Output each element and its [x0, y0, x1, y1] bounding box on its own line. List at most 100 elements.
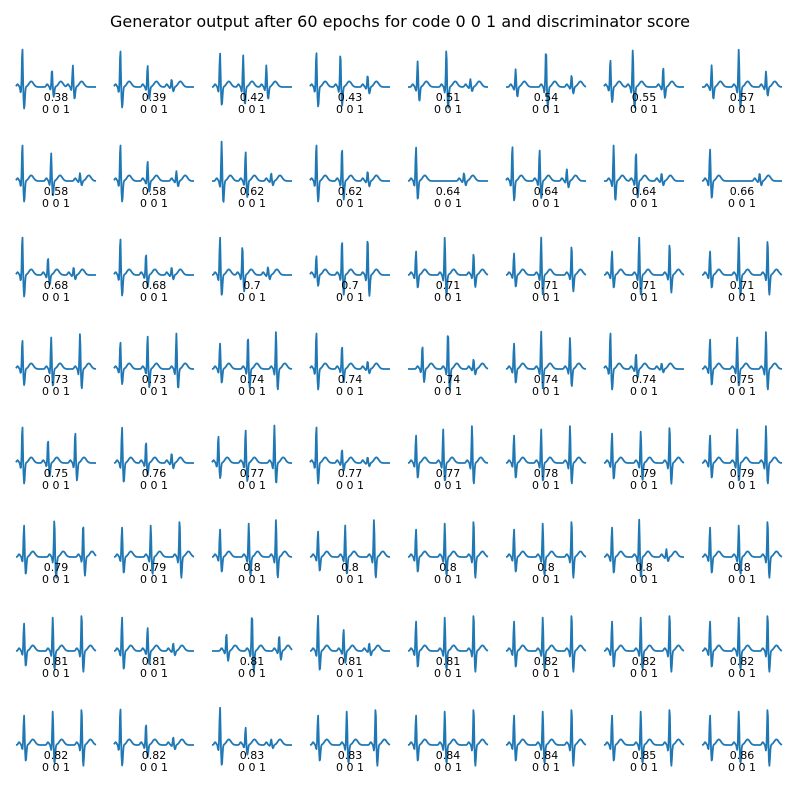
ecg-trace-line	[407, 146, 489, 200]
discriminator-score-label: 0.64	[435, 185, 461, 198]
discriminator-score-label: 0.55	[631, 91, 657, 104]
trace-panel: 0.8 0 0 1	[407, 510, 489, 604]
ecg-trace-line	[211, 617, 293, 673]
code-label: 0 0 1	[630, 103, 658, 116]
trace-panel: 0.79 0 0 1	[701, 416, 783, 510]
trace-panel: 0.71 0 0 1	[505, 228, 587, 322]
code-label: 0 0 1	[434, 479, 462, 492]
code-label: 0 0 1	[336, 385, 364, 398]
trace-plot	[701, 236, 783, 296]
ecg-trace-line	[15, 236, 97, 298]
code-label: 0 0 1	[238, 761, 266, 774]
trace-panel: 0.57 0 0 1	[701, 40, 783, 134]
ecg-trace-line	[113, 50, 195, 109]
code-label: 0 0 1	[434, 573, 462, 586]
discriminator-score-label: 0.77	[337, 467, 363, 480]
trace-panel: 0.8 0 0 1	[309, 510, 391, 604]
trace-plot	[603, 709, 685, 767]
trace-plot	[701, 331, 783, 391]
trace-plot	[505, 709, 587, 767]
ecg-trace-line	[505, 615, 587, 673]
discriminator-score-label: 0.71	[729, 279, 755, 292]
ecg-trace-line	[113, 238, 195, 297]
trace-panel: 0.77 0 0 1	[211, 416, 293, 510]
trace-panel: 0.82 0 0 1	[113, 698, 195, 792]
code-label: 0 0 1	[630, 479, 658, 492]
trace-panel: 0.81 0 0 1	[113, 604, 195, 698]
trace-panel: 0.81 0 0 1	[15, 604, 97, 698]
trace-plot	[15, 709, 97, 767]
code-label: 0 0 1	[434, 103, 462, 116]
discriminator-score-label: 0.7	[341, 279, 359, 292]
discriminator-score-label: 0.58	[43, 185, 69, 198]
discriminator-score-label: 0.74	[337, 373, 363, 386]
discriminator-score-label: 0.86	[729, 749, 755, 762]
discriminator-score-label: 0.62	[337, 185, 363, 198]
trace-panel: 0.39 0 0 1	[113, 40, 195, 134]
ecg-trace-line	[701, 709, 783, 767]
code-label: 0 0 1	[336, 761, 364, 774]
code-label: 0 0 1	[336, 479, 364, 492]
trace-panel: 0.64 0 0 1	[407, 134, 489, 228]
code-label: 0 0 1	[336, 103, 364, 116]
trace-panel: 0.75 0 0 1	[701, 322, 783, 416]
ecg-trace-line	[113, 426, 195, 483]
discriminator-score-label: 0.64	[533, 185, 559, 198]
trace-plot	[505, 615, 587, 673]
trace-plot	[603, 332, 685, 391]
trace-panel: 0.82 0 0 1	[505, 604, 587, 698]
ecg-trace-line	[211, 52, 293, 106]
trace-plot	[701, 615, 783, 673]
trace-plot	[15, 520, 97, 579]
trace-plot	[211, 519, 293, 579]
trace-panel: 0.82 0 0 1	[15, 698, 97, 792]
discriminator-score-label: 0.82	[631, 655, 657, 668]
code-label: 0 0 1	[532, 761, 560, 774]
code-label: 0 0 1	[728, 479, 756, 492]
code-label: 0 0 1	[728, 761, 756, 774]
discriminator-score-label: 0.82	[533, 655, 559, 668]
discriminator-score-label: 0.57	[729, 91, 755, 104]
discriminator-score-label: 0.8	[635, 561, 653, 574]
trace-panel: 0.81 0 0 1	[407, 604, 489, 698]
trace-panel: 0.7 0 0 1	[309, 228, 391, 322]
ecg-trace-line	[113, 616, 195, 670]
ecg-trace-line	[15, 333, 97, 390]
discriminator-score-label: 0.84	[533, 749, 559, 762]
discriminator-score-label: 0.8	[341, 561, 359, 574]
ecg-trace-line	[309, 144, 391, 203]
trace-panel: 0.42 0 0 1	[211, 40, 293, 134]
trace-panel: 0.84 0 0 1	[505, 698, 587, 792]
ecg-trace-line	[505, 330, 587, 390]
trace-panel: 0.83 0 0 1	[309, 698, 391, 792]
ecg-trace-line	[505, 53, 587, 109]
trace-panel: 0.62 0 0 1	[309, 134, 391, 228]
ecg-trace-line	[113, 144, 195, 203]
trace-plot	[113, 708, 195, 767]
code-label: 0 0 1	[728, 291, 756, 304]
ecg-trace-line	[407, 615, 489, 673]
ecg-trace-line	[407, 50, 489, 109]
ecg-trace-line	[309, 240, 391, 297]
trace-plot	[701, 709, 783, 767]
trace-plot	[407, 615, 489, 673]
code-label: 0 0 1	[630, 573, 658, 586]
ecg-trace-line	[603, 49, 685, 109]
trace-plot	[309, 332, 391, 391]
ecg-trace-line	[211, 236, 293, 296]
ecg-trace-line	[113, 708, 195, 767]
trace-panel: 0.81 0 0 1	[211, 604, 293, 698]
trace-plot	[309, 614, 391, 671]
code-label: 0 0 1	[336, 573, 364, 586]
trace-plot	[309, 144, 391, 203]
code-label: 0 0 1	[630, 667, 658, 680]
trace-plot	[701, 148, 783, 199]
code-label: 0 0 1	[728, 197, 756, 210]
ecg-trace-line	[701, 425, 783, 485]
trace-panel: 0.74 0 0 1	[603, 322, 685, 416]
code-label: 0 0 1	[238, 667, 266, 680]
trace-panel: 0.8 0 0 1	[505, 510, 587, 604]
trace-panel: 0.74 0 0 1	[211, 322, 293, 416]
trace-plot	[505, 146, 587, 202]
trace-plot	[505, 236, 587, 296]
